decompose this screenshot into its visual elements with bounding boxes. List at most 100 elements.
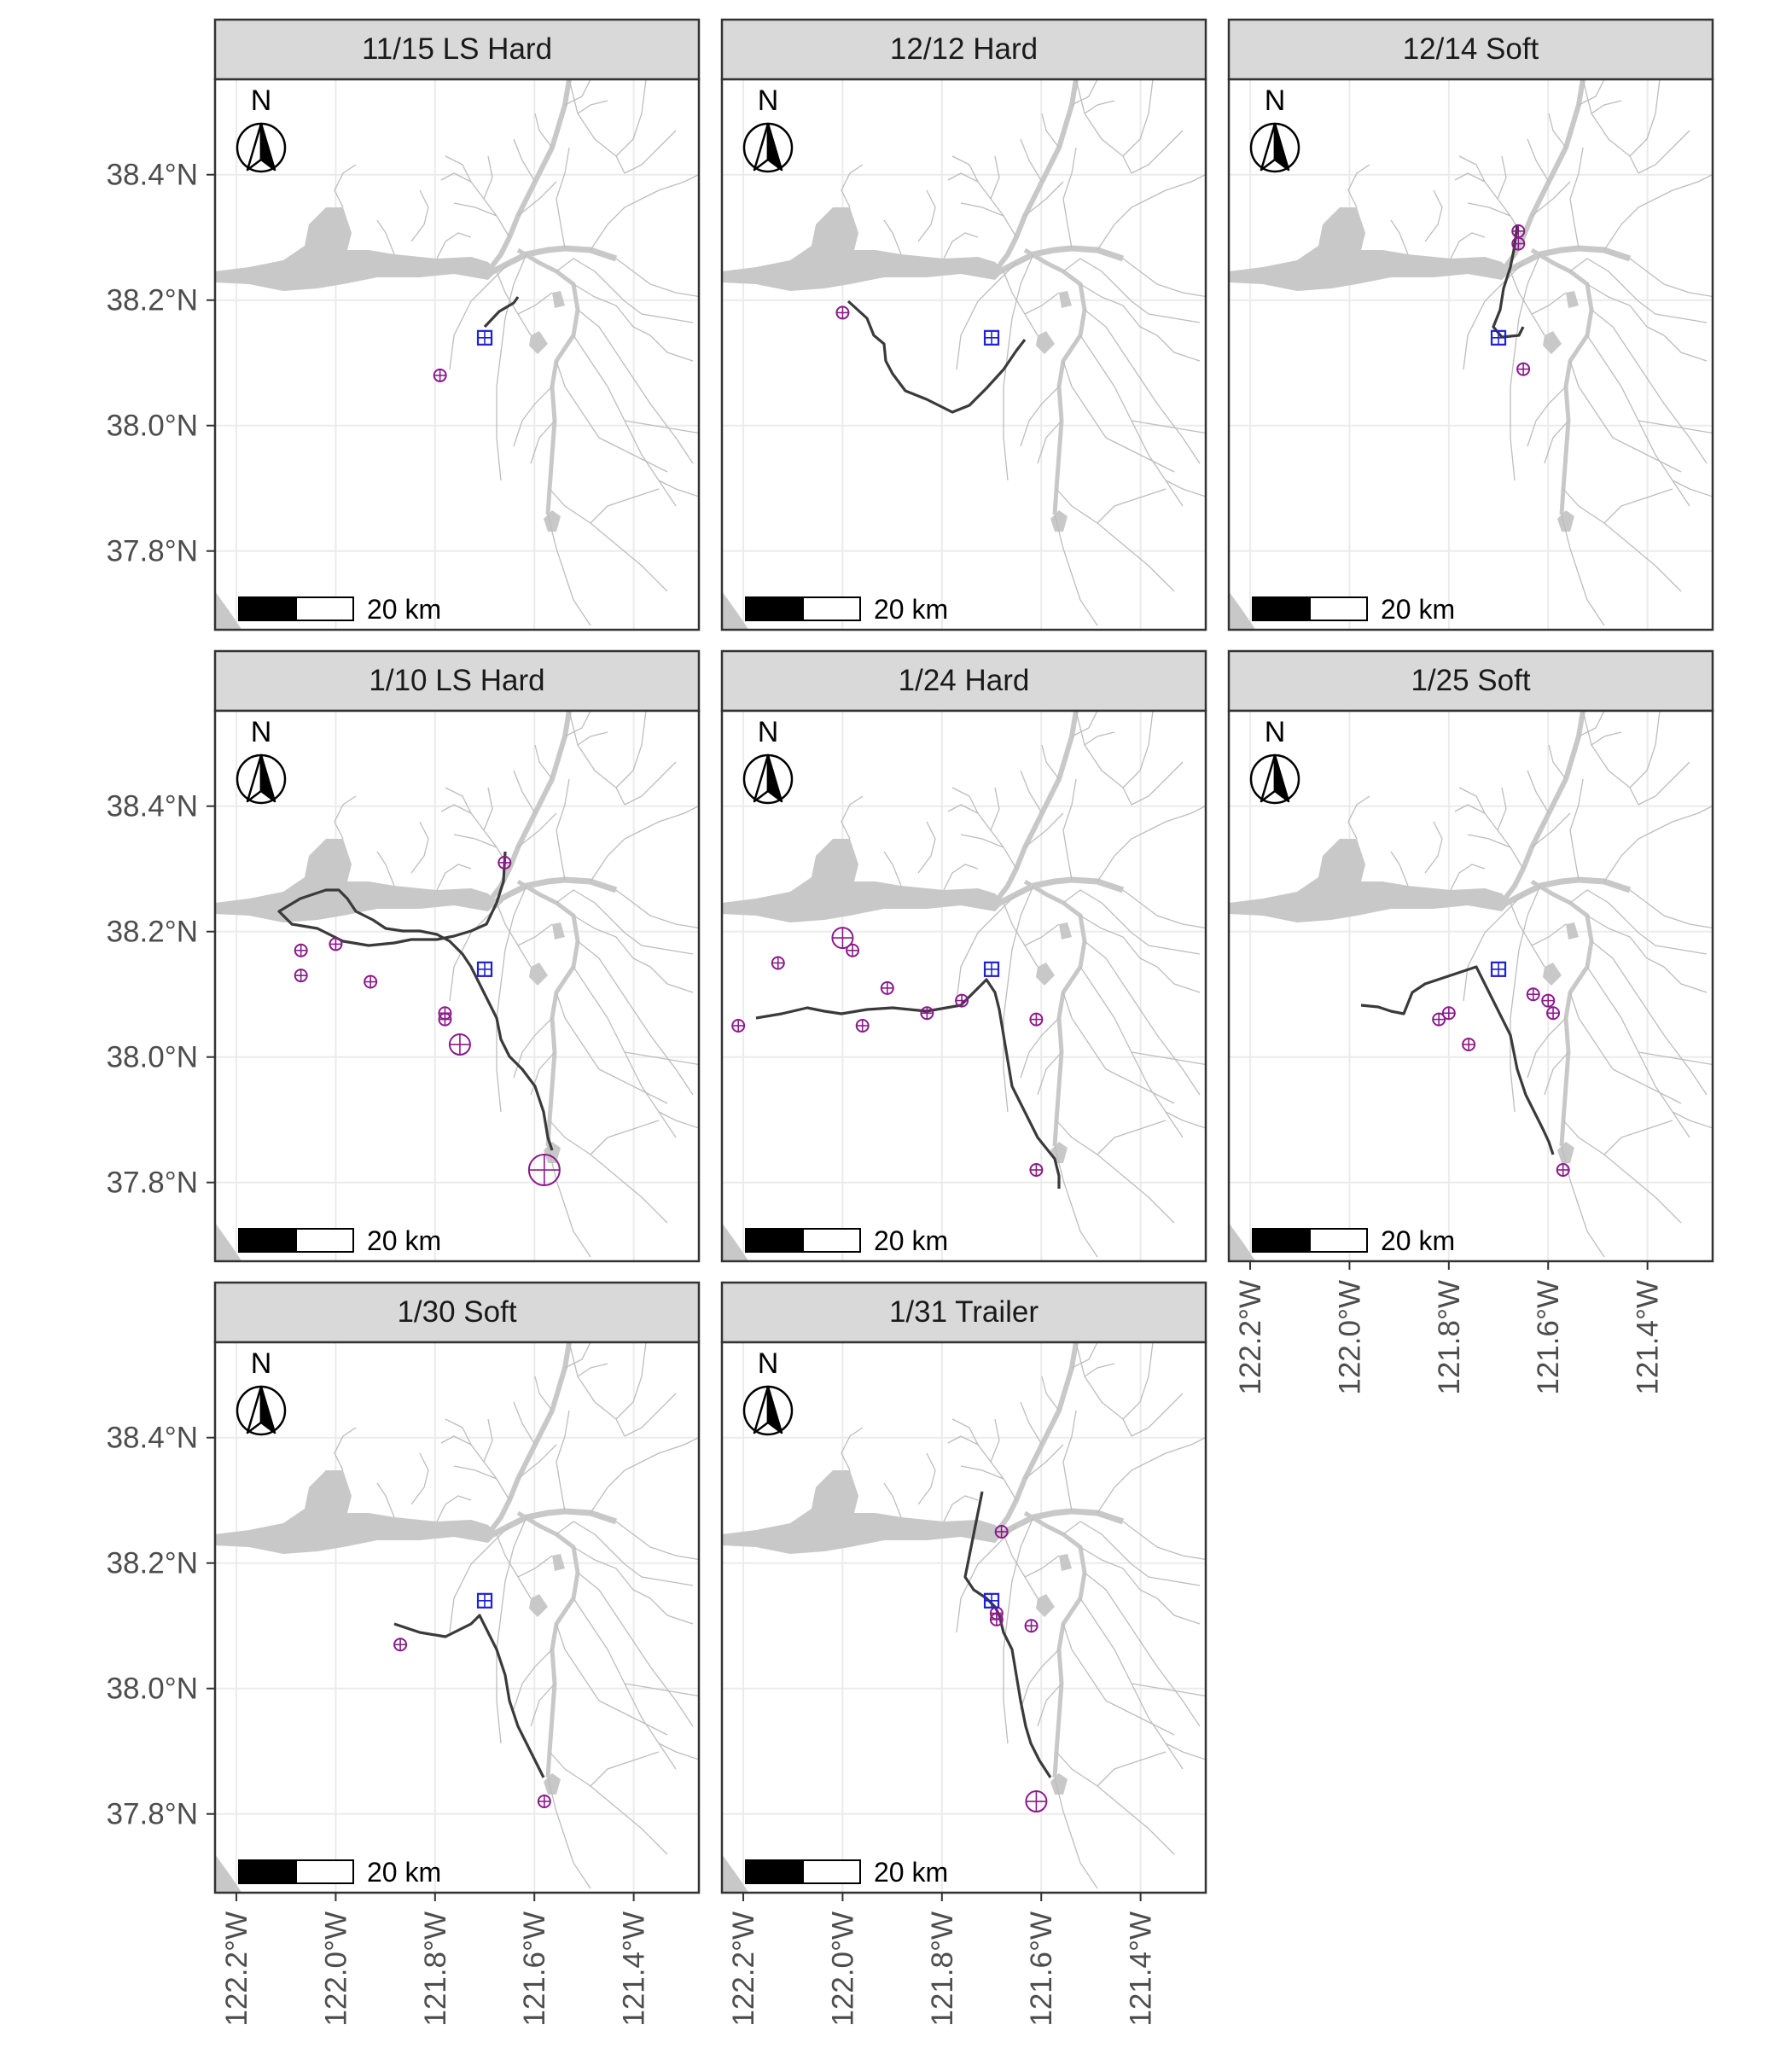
panel-title: 12/14 Soft <box>1403 32 1539 66</box>
detection-marker <box>393 1638 408 1652</box>
fish-track <box>393 1614 545 1778</box>
detection-marker <box>1441 1006 1456 1021</box>
graticule <box>722 79 1206 630</box>
x-tick-label: 121.4°W <box>1632 1280 1665 1395</box>
detection-marker <box>294 943 308 957</box>
scale-bar-label: 20 km <box>874 1857 948 1888</box>
detection-marker <box>527 1154 561 1187</box>
graticule <box>722 1342 1206 1893</box>
y-tick-label: 38.0°N <box>107 410 198 443</box>
scale-bar: 20 km <box>1252 594 1455 625</box>
map-panel: 1/24 Hard N 20 km <box>720 649 1207 1263</box>
detection-marker <box>294 969 308 983</box>
y-tick-label: 38.4°N <box>107 790 198 823</box>
detection-marker <box>920 1006 934 1021</box>
x-tick-label: 122.2°W <box>1234 1280 1267 1395</box>
scale-bar: 20 km <box>745 594 948 625</box>
scale-bar-label: 20 km <box>1381 1225 1455 1256</box>
fish-track <box>755 978 1061 1189</box>
panel-border <box>213 78 701 631</box>
x-tick-label: 122.2°W <box>727 1911 760 2027</box>
map-panel: 1/10 LS Hard N 20 km <box>213 649 701 1263</box>
north-arrow: N <box>1249 84 1300 173</box>
release-site-marker <box>476 1592 493 1609</box>
north-arrow-label: N <box>1265 84 1286 117</box>
y-tick-label: 38.2°N <box>107 284 198 317</box>
detection-marker <box>880 980 894 995</box>
map-panel: 11/15 LS Hard N 20 km <box>213 18 701 631</box>
scale-bar: 20 km <box>1252 1225 1455 1256</box>
detection-marker <box>846 943 860 957</box>
scale-bar-label: 20 km <box>874 1225 948 1256</box>
panel-strip <box>1227 649 1714 713</box>
detection-marker <box>364 975 378 989</box>
north-arrow-label: N <box>1265 716 1286 748</box>
detection-marker <box>1511 224 1526 238</box>
north-arrow-label: N <box>251 1347 272 1380</box>
scale-bar-label: 20 km <box>874 594 948 625</box>
north-arrow: N <box>1249 716 1300 805</box>
north-arrow: N <box>742 1347 794 1436</box>
fish-track <box>1492 224 1525 339</box>
release-site-marker <box>476 329 493 346</box>
y-tick-label: 38.0°N <box>107 1673 198 1706</box>
panel-border <box>720 1341 1207 1894</box>
panel-strip <box>720 18 1207 81</box>
detection-marker <box>731 1018 746 1033</box>
panel-border <box>213 709 701 1263</box>
panel-title: 1/31 Trailer <box>889 1295 1039 1329</box>
x-tick-label: 122.0°W <box>319 1911 352 2027</box>
scale-bar-label: 20 km <box>1381 594 1455 625</box>
x-tick-label: 122.2°W <box>220 1911 253 2027</box>
y-tick-label: 38.4°N <box>107 159 198 192</box>
release-site-marker <box>1490 329 1507 346</box>
panel-border <box>720 709 1207 1263</box>
north-arrow: N <box>236 716 287 805</box>
map-panel: 1/30 Soft N 20 km <box>213 1281 701 1894</box>
panel-title: 12/12 Hard <box>890 32 1038 66</box>
detection-marker <box>537 1795 551 1809</box>
graticule <box>215 711 699 1261</box>
graticule <box>1229 711 1713 1261</box>
x-tick-label: 121.8°W <box>1433 1280 1466 1395</box>
scale-bar: 20 km <box>745 1225 948 1256</box>
y-tick-label: 37.8°N <box>107 535 198 568</box>
north-arrow-label: N <box>251 84 272 117</box>
graticule <box>1229 79 1713 630</box>
scale-bar-label: 20 km <box>367 594 441 625</box>
graticule <box>215 1342 699 1893</box>
map-panel: 12/12 Hard N 20 km <box>720 18 1207 631</box>
north-arrow-label: N <box>758 1347 779 1380</box>
detection-marker <box>955 993 969 1008</box>
scale-bar-label: 20 km <box>367 1225 441 1256</box>
x-tick-label: 121.4°W <box>1125 1911 1158 2027</box>
y-tick-label: 37.8°N <box>107 1167 198 1200</box>
release-site-marker <box>983 329 1000 346</box>
panel-strip <box>1227 18 1714 81</box>
detection-marker <box>1516 362 1531 376</box>
scale-bar: 20 km <box>238 1857 441 1888</box>
north-arrow-label: N <box>758 84 779 117</box>
x-tick-label: 121.8°W <box>926 1911 959 2027</box>
fish-track <box>277 851 554 1151</box>
map-panel: 1/31 Trailer N 20 km <box>720 1281 1207 1894</box>
map-panel: 1/25 Soft N 20 km <box>1227 649 1714 1263</box>
detection-marker <box>433 368 447 382</box>
panel-title: 11/15 LS Hard <box>362 32 552 66</box>
detection-marker <box>438 1012 452 1027</box>
panel-strip <box>213 18 701 81</box>
detection-marker <box>1029 1012 1044 1027</box>
detection-marker <box>1462 1038 1476 1052</box>
panel-border <box>1227 709 1714 1263</box>
panel-title: 1/10 LS Hard <box>369 664 544 697</box>
x-tick-label: 122.0°W <box>826 1911 859 2027</box>
scale-bar: 20 km <box>745 1857 948 1888</box>
scale-bar-label: 20 km <box>367 1857 441 1888</box>
y-tick-label: 38.2°N <box>107 916 198 949</box>
x-tick-label: 121.8°W <box>419 1911 452 2027</box>
panel-title: 1/25 Soft <box>1411 664 1530 697</box>
fish-track <box>963 1491 1052 1778</box>
y-tick-label: 38.2°N <box>107 1547 198 1580</box>
panel-strip <box>720 649 1207 713</box>
